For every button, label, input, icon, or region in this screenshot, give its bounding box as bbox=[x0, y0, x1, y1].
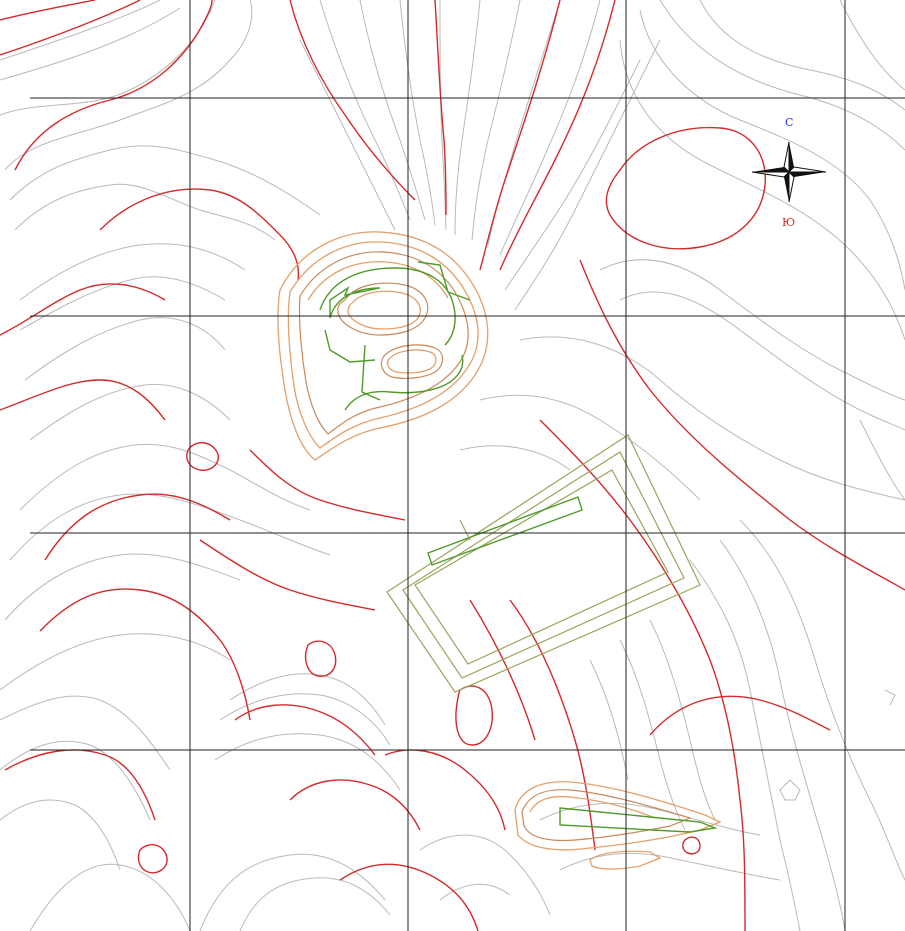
coordinate-grid bbox=[30, 0, 905, 931]
south-pit bbox=[514, 781, 722, 870]
structure-marks bbox=[779, 689, 896, 801]
compass-rose-icon bbox=[751, 141, 827, 203]
design-platform bbox=[386, 434, 701, 693]
south-label: Ю bbox=[782, 216, 795, 229]
pit-design-lines bbox=[319, 261, 471, 411]
compass-rose: С Ю bbox=[751, 116, 827, 229]
north-label: С bbox=[785, 116, 793, 129]
quarry-pit bbox=[277, 231, 489, 461]
